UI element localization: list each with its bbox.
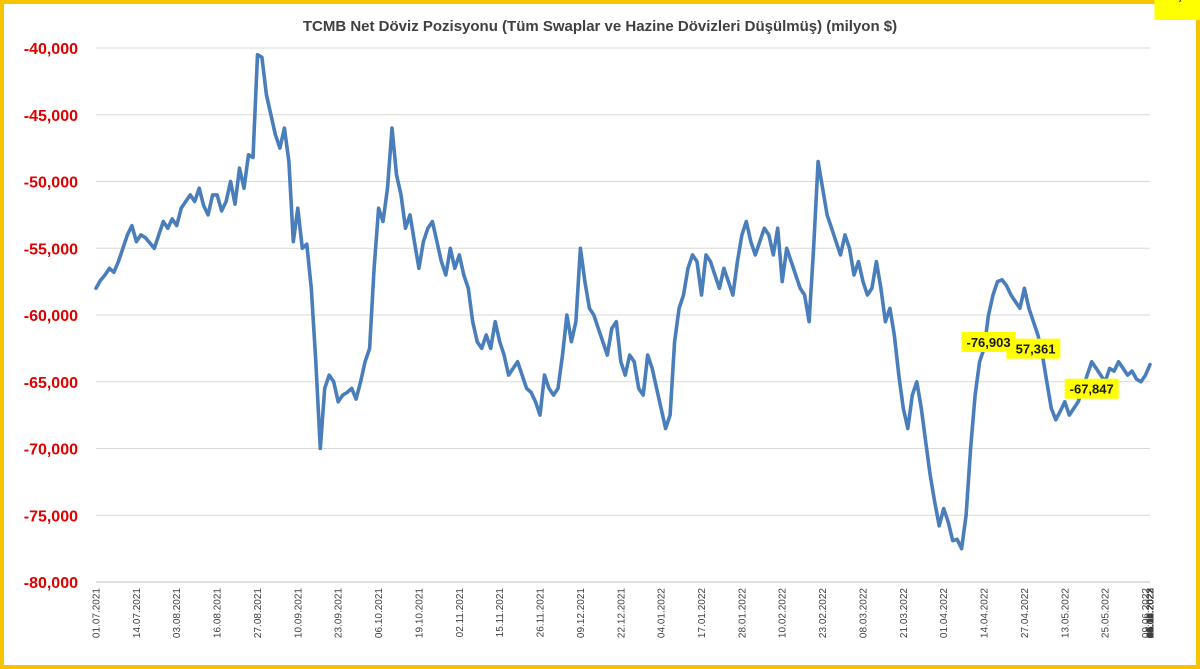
x-tick-label: 15.11.2021 bbox=[495, 588, 506, 638]
x-tick-label: 16.01.2023 bbox=[1146, 588, 1157, 638]
x-tick-label: 19.10.2022 bbox=[1146, 588, 1157, 638]
x-tick-label: 25.11.2022 bbox=[1146, 588, 1157, 638]
x-tick-label: 14.07.2021 bbox=[132, 588, 143, 638]
y-tick-label: -40,000 bbox=[24, 41, 78, 58]
x-tick-label: 22.02.2023 bbox=[1146, 588, 1157, 638]
x-tick-label: 20.03.2023 bbox=[1146, 588, 1157, 638]
x-tick-label: 19.10.2021 bbox=[414, 588, 425, 638]
x-tick-label: 12.09.2022 bbox=[1146, 588, 1157, 638]
x-tick-label: 13.04.2023 bbox=[1146, 588, 1157, 638]
x-tick-label: 06.07.2023 bbox=[1146, 588, 1157, 638]
x-tick-label: 07.06.2023 bbox=[1146, 588, 1157, 638]
x-tick-label: 06.10.2021 bbox=[374, 588, 385, 638]
x-tick-label: 03.01.2023 bbox=[1146, 588, 1157, 638]
data-label-background bbox=[1154, 0, 1200, 20]
x-tick-label: 03.08.2021 bbox=[172, 588, 183, 638]
x-tick-label: 31.03.2023 bbox=[1146, 588, 1157, 638]
x-tick-label: 27.04.2023 bbox=[1146, 588, 1157, 638]
x-tick-label: 25.05.2023 bbox=[1146, 588, 1157, 638]
x-tick-label: 23.09.2021 bbox=[334, 588, 345, 638]
x-tick-label: 29.08.2022 bbox=[1146, 588, 1157, 638]
x-tick-label: 17.10.2023 bbox=[1146, 588, 1157, 638]
x-tick-label: 08.03.2022 bbox=[858, 588, 869, 638]
x-tick-label: 21.12.2022 bbox=[1146, 588, 1157, 638]
x-tick-label: 19.07.2023 bbox=[1146, 588, 1157, 638]
y-tick-label: -55,000 bbox=[24, 241, 78, 258]
x-tick-label: 14.08.2023 bbox=[1146, 588, 1157, 638]
y-tick-label: -75,000 bbox=[24, 508, 78, 525]
x-tick-label: 01.11.2022 bbox=[1146, 588, 1157, 638]
x-tick-label: 04.10.2023 bbox=[1146, 588, 1157, 638]
x-tick-label: 21.07.2022 bbox=[1146, 588, 1157, 638]
x-tick-label: 20.06.2023 bbox=[1146, 588, 1157, 638]
x-tick-label: 10.02.2022 bbox=[778, 588, 789, 638]
x-tick-label: 13.05.2022 bbox=[1060, 588, 1071, 638]
x-tick-label: 27.01.2023 bbox=[1146, 588, 1157, 638]
series-line bbox=[94, 52, 1152, 551]
x-tick-label: 21.03.2022 bbox=[899, 588, 910, 638]
y-tick-label: -70,000 bbox=[24, 442, 78, 459]
x-tick-label: 02.11.2021 bbox=[455, 588, 466, 638]
y-tick-label: -65,000 bbox=[24, 375, 78, 392]
x-tick-label: 21.09.2023 bbox=[1146, 588, 1157, 638]
x-tick-label: 27.08.2021 bbox=[253, 588, 264, 638]
x-tick-label: 08.09.2023 bbox=[1146, 588, 1157, 638]
y-tick-label: -80,000 bbox=[24, 575, 78, 592]
x-tick-label: 05.07.2022 bbox=[1146, 588, 1157, 638]
data-label-background bbox=[1064, 378, 1119, 399]
x-tick-label: 16.08.2022 bbox=[1146, 588, 1157, 638]
x-tick-label: 01.07.2021 bbox=[92, 588, 103, 638]
x-tick-label: 09.02.2023 bbox=[1146, 588, 1157, 638]
x-tick-label: 17.01.2022 bbox=[697, 588, 708, 638]
x-tick-label: 11.05.2023 bbox=[1146, 588, 1157, 638]
x-tick-label: 23.02.2022 bbox=[818, 588, 829, 638]
y-tick-label: -60,000 bbox=[24, 308, 78, 325]
x-tick-label: 25.08.2023 bbox=[1146, 588, 1157, 638]
x-tick-label: 07.03.2023 bbox=[1146, 588, 1157, 638]
data-label: -63,716 bbox=[1159, 0, 1200, 3]
x-tick-label: 22.12.2021 bbox=[616, 588, 627, 638]
x-tick-label: 09.06.2022 bbox=[1141, 588, 1152, 638]
x-tick-label: 01.04.2022 bbox=[939, 588, 950, 638]
x-tick-label: 04.01.2022 bbox=[657, 588, 668, 638]
x-tick-label: 28.01.2022 bbox=[737, 588, 748, 638]
x-tick-label: 06.10.2022 bbox=[1146, 588, 1157, 638]
x-tick-label: 16.08.2021 bbox=[213, 588, 224, 638]
data-label: -67,847 bbox=[1070, 382, 1114, 397]
x-tick-label: 14.11.2022 bbox=[1146, 588, 1157, 638]
x-tick-label: 10.09.2021 bbox=[293, 588, 304, 638]
x-tick-label: 22.06.2022 bbox=[1146, 588, 1157, 638]
x-tick-label: 26.11.2021 bbox=[536, 588, 547, 638]
data-label-background bbox=[1006, 338, 1061, 359]
y-tick-label: -50,000 bbox=[24, 175, 78, 192]
data-label: -57,361 bbox=[1011, 342, 1055, 357]
x-tick-label: 30.10.2023 bbox=[1146, 588, 1157, 638]
x-tick-label: 23.09.2022 bbox=[1146, 588, 1157, 638]
x-tick-label: 27.04.2022 bbox=[1020, 588, 1031, 638]
data-label-background bbox=[961, 332, 1016, 352]
x-tick-label: 09.12.2021 bbox=[576, 588, 587, 638]
x-tick-label: 14.04.2022 bbox=[980, 588, 991, 638]
x-tick-label: 08.12.2022 bbox=[1146, 588, 1157, 638]
x-tick-label: 25.05.2022 bbox=[1101, 588, 1112, 638]
y-tick-label: -45,000 bbox=[24, 108, 78, 125]
data-label: -76,903 bbox=[966, 335, 1010, 350]
x-tick-label: 03.08.2022 bbox=[1146, 588, 1157, 638]
chart-title: TCMB Net Döviz Pozisyonu (Tüm Swaplar ve… bbox=[302, 18, 898, 35]
x-tick-label: 01.08.2023 bbox=[1146, 588, 1157, 638]
